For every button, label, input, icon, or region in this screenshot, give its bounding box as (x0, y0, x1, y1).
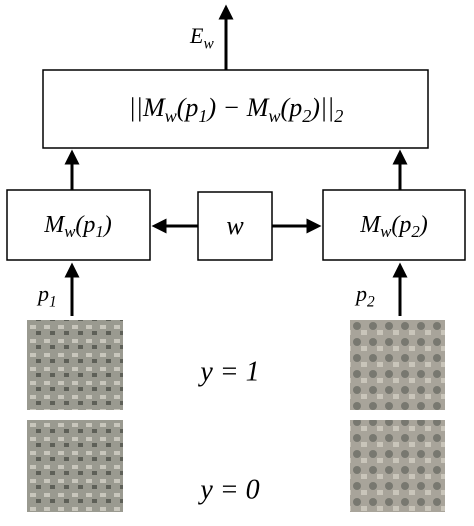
right-box (322, 189, 466, 261)
subscript: 1 (49, 293, 57, 310)
subscript: 2 (302, 106, 311, 126)
text-run: (p (391, 212, 411, 238)
subscript: 1 (95, 222, 103, 241)
text-run: ) (418, 212, 428, 238)
text-run: ) − M (206, 93, 270, 122)
subscript: 2 (367, 293, 375, 310)
text-run: M (359, 212, 382, 238)
text-run: ||M (129, 93, 166, 122)
text-run: (p (281, 93, 303, 122)
right-input-label: p2 (354, 281, 375, 310)
weight-label: w (226, 211, 244, 240)
text-run: (p (177, 93, 199, 122)
subscript: w (268, 106, 280, 126)
text-run: p (36, 281, 49, 306)
subscript: w (380, 222, 392, 241)
text-run: M (43, 212, 66, 238)
subscript: w (203, 35, 214, 52)
subscript: 2 (334, 106, 343, 126)
left-input-label: p1 (36, 281, 57, 310)
distance-box (42, 69, 429, 149)
subscript: 1 (198, 106, 207, 126)
text-run: )|| (309, 93, 334, 122)
text-run: E (189, 23, 204, 48)
left-label: Mw(p1) (43, 212, 112, 242)
pair-label: y = 0 (197, 474, 259, 505)
energy-label: Ew (189, 23, 214, 52)
text-run: w (226, 211, 244, 240)
image-patch (27, 320, 123, 410)
text-run: p (354, 281, 367, 306)
subscript: w (64, 222, 76, 241)
image-patch (27, 420, 123, 512)
image-patch (350, 420, 445, 512)
weight-box (197, 191, 273, 261)
left-box (6, 189, 151, 261)
subscript: w (165, 106, 177, 126)
subscript: 2 (411, 222, 420, 241)
image-patch (350, 320, 445, 410)
text-run: ) (102, 212, 112, 238)
pair-label: y = 1 (197, 356, 259, 387)
distance-label: ||Mw(p1) − Mw(p2)||2 (129, 93, 344, 126)
text-run: (p (75, 212, 95, 238)
right-label: Mw(p2) (359, 212, 428, 242)
